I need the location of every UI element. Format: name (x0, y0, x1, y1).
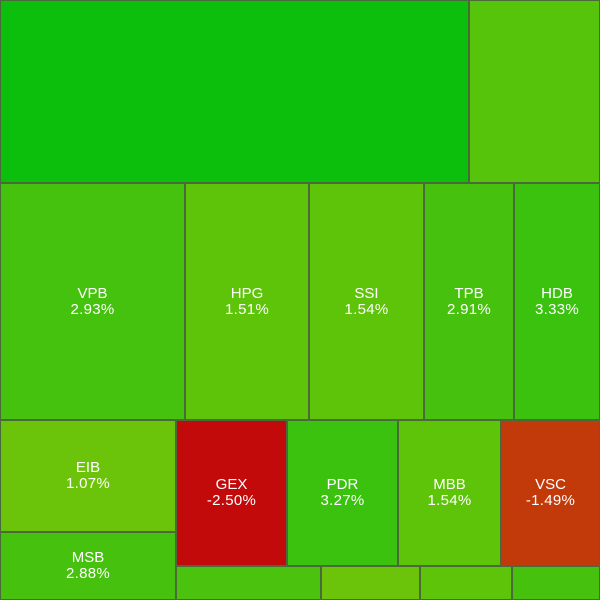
tile-pdr[interactable]: PDR 3.27% (287, 420, 398, 566)
tile-change: 3.33% (534, 300, 580, 318)
tile-symbol: PDR (326, 476, 359, 493)
tile-bottom-unlabeled-4[interactable] (512, 566, 600, 600)
tile-change: -1.49% (525, 492, 576, 509)
tile-hpg[interactable]: HPG 1.51% (185, 183, 309, 420)
tile-bottom-unlabeled-2[interactable] (321, 566, 420, 600)
tile-tpb[interactable]: TPB 2.91% (424, 183, 514, 420)
tile-mbb[interactable]: MBB 1.54% (398, 420, 501, 566)
tile-bottom-unlabeled-1[interactable] (176, 566, 321, 600)
tile-vsc[interactable]: VSC -1.49% (501, 420, 600, 566)
tile-change: 1.07% (65, 475, 111, 492)
tile-symbol: SSI (354, 284, 379, 302)
tile-change: 1.51% (224, 300, 270, 318)
tile-symbol: MBB (433, 476, 466, 493)
tile-gex[interactable]: GEX -2.50% (176, 420, 287, 566)
tile-symbol: VPB (77, 284, 108, 302)
tile-change: -2.50% (206, 492, 257, 509)
tile-bottom-unlabeled-3[interactable] (420, 566, 512, 600)
tile-symbol: TPB (454, 284, 484, 302)
tile-symbol: HPG (230, 284, 264, 302)
tile-ssi[interactable]: SSI 1.54% (309, 183, 424, 420)
tile-symbol: EIB (75, 459, 101, 476)
tile-vpb[interactable]: VPB 2.93% (0, 183, 185, 420)
tile-change: 2.93% (70, 300, 115, 318)
tile-change: 1.54% (344, 300, 389, 318)
tile-hdb[interactable]: HDB 3.33% (514, 183, 600, 420)
tile-symbol: GEX (215, 476, 248, 493)
tile-change: 1.54% (427, 492, 472, 509)
tile-symbol: HDB (541, 284, 573, 302)
tile-change: 2.91% (446, 300, 492, 318)
tile-change: 2.88% (65, 565, 111, 582)
tile-symbol: VSC (535, 476, 566, 493)
tile-eib[interactable]: EIB 1.07% (0, 420, 176, 532)
tile-msb[interactable]: MSB 2.88% (0, 532, 176, 600)
tile-change: 3.27% (320, 492, 365, 509)
tile-large-unlabeled-2[interactable] (469, 0, 600, 183)
tile-symbol: MSB (71, 549, 105, 566)
tile-large-unlabeled-1[interactable] (0, 0, 469, 183)
